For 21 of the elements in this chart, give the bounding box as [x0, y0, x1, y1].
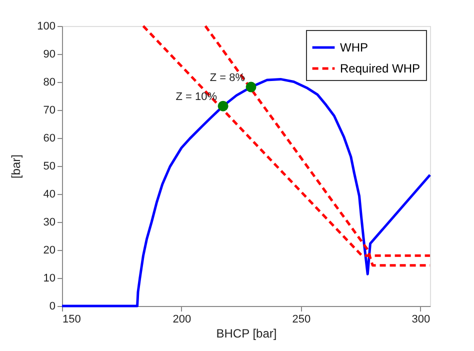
- x-tick-label: 250: [292, 314, 311, 326]
- y-tick-label: 80: [43, 76, 56, 88]
- y-tick-label: 10: [43, 272, 56, 284]
- legend-label: WHP: [340, 40, 368, 54]
- y-tick-label: 70: [43, 104, 56, 116]
- y-tick-label: 30: [43, 216, 56, 228]
- y-tick-label: 0: [49, 300, 56, 312]
- annotation: Z = 10%: [176, 91, 218, 104]
- x-tick-label: 300: [412, 314, 430, 326]
- y-tick-label: 60: [43, 132, 56, 144]
- x-tick-label: 150: [62, 314, 81, 326]
- legend-label: Required WHP: [340, 62, 420, 76]
- y-tick-label: 20: [43, 244, 56, 256]
- annotation: Z = 8%: [210, 72, 246, 84]
- y-axis-title: [bar]: [9, 154, 24, 179]
- y-tick-label: 90: [43, 48, 56, 60]
- y-tick-label: 40: [43, 188, 56, 200]
- x-axis-title: BHCP [bar]: [216, 326, 277, 340]
- y-tick-label: 50: [43, 160, 56, 172]
- x-tick-label: 200: [172, 314, 192, 326]
- y-tick-label: 100: [37, 20, 56, 32]
